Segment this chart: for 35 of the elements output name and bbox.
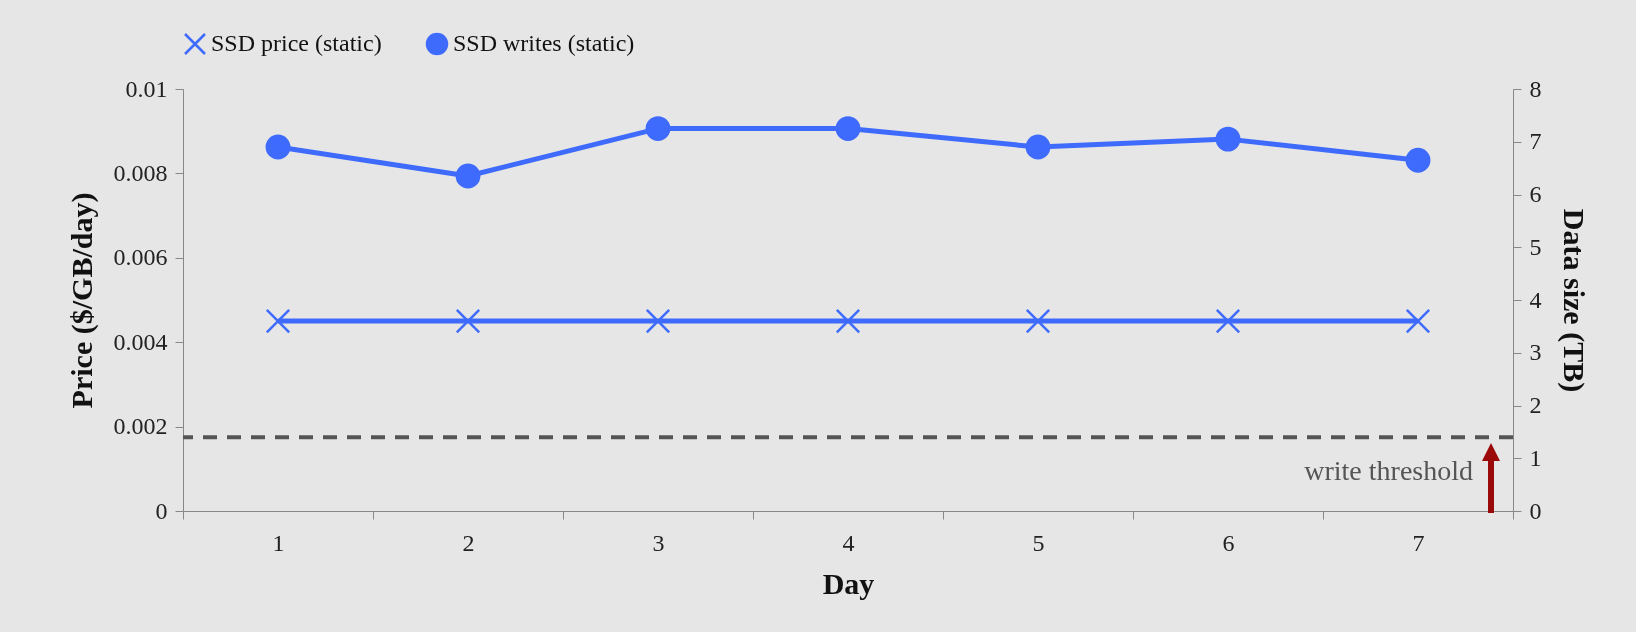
y2-tick-label: 8 xyxy=(1529,75,1542,102)
y-tick-label: 0.01 xyxy=(125,75,168,102)
y2-tick-label: 6 xyxy=(1529,181,1542,207)
y-tick-label: 0.004 xyxy=(113,328,168,355)
y2-axis-title: Data size (TB) xyxy=(1556,208,1591,393)
x-tick-label: 6 xyxy=(1222,529,1235,556)
point xyxy=(265,134,291,160)
x-tick-label: 1 xyxy=(272,529,285,556)
y-tick-label: 0.002 xyxy=(113,413,168,440)
x-tick-label: 2 xyxy=(462,529,475,556)
y2-tick-label: 2 xyxy=(1529,392,1542,418)
legend-label: SSD price (static) xyxy=(211,30,382,56)
y-tick-label: 0 xyxy=(155,497,168,524)
x-tick-label: 5 xyxy=(1032,529,1045,556)
point xyxy=(645,116,671,141)
y2-tick-label: 1 xyxy=(1529,444,1542,471)
x-tick-label: 4 xyxy=(842,529,855,556)
y2-tick-label: 4 xyxy=(1529,286,1542,313)
y2-tick-label: 5 xyxy=(1529,233,1542,260)
y-axis-title: Price ($/GB/day) xyxy=(64,192,99,409)
point xyxy=(835,116,861,141)
y2-tick-label: 3 xyxy=(1529,339,1542,366)
point xyxy=(1025,134,1051,160)
x-axis-title: Day xyxy=(822,566,875,600)
ref-line-label: write threshold xyxy=(1304,455,1473,487)
y-tick-label: 0.008 xyxy=(113,159,168,186)
x-tick-label: 3 xyxy=(652,529,665,556)
point xyxy=(1405,147,1431,173)
point xyxy=(455,163,481,189)
legend-label: SSD writes (static) xyxy=(453,30,635,56)
x-tick-label: 7 xyxy=(1412,529,1425,556)
y2-tick-label: 7 xyxy=(1529,128,1542,155)
y-tick-label: 0.006 xyxy=(113,244,168,271)
point xyxy=(1215,126,1241,152)
y2-tick-label: 0 xyxy=(1529,497,1542,524)
